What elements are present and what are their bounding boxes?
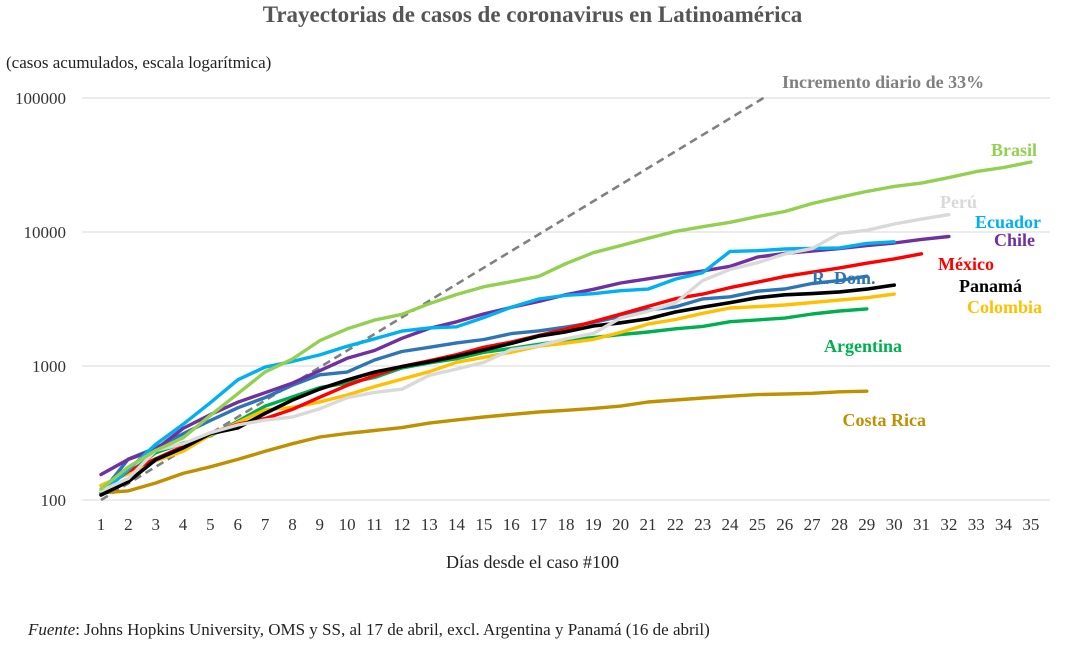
x-tick-label: 15 (475, 515, 492, 534)
series-line-ecuador (99, 240, 896, 496)
x-tick-label: 21 (640, 515, 657, 534)
source-note: Fuente: Johns Hopkins University, OMS y … (28, 620, 710, 640)
y-tick-label: 100000 (15, 89, 66, 108)
x-tick-label: 33 (968, 515, 985, 534)
x-tick-label: 8 (288, 515, 297, 534)
x-tick-label: 11 (366, 515, 382, 534)
x-tick-label: 1 (97, 515, 106, 534)
series-label-ecuador: Ecuador (975, 212, 1041, 232)
series-label-peru: Perú (940, 192, 977, 212)
x-tick-label: 23 (694, 515, 711, 534)
series-label-panama: Panamá (959, 276, 1022, 296)
series-label-mexico: México (938, 254, 994, 274)
x-tick-label: 16 (503, 515, 520, 534)
x-axis-label: Días desde el caso #100 (446, 552, 619, 572)
x-tick-label: 6 (234, 515, 243, 534)
x-tick-label: 19 (585, 515, 602, 534)
reference-label: Incremento diario de 33% (782, 72, 984, 92)
series-line-colombia (99, 292, 896, 488)
x-tick-label: 14 (448, 515, 466, 534)
series-label-r-dom: R. Dom. (812, 268, 876, 288)
x-tick-label: 4 (179, 515, 188, 534)
series-label-argentina: Argentina (824, 336, 902, 356)
x-axis-ticks: 1 2 3 4 5 6 7 8 9 10 11 12 13 14 15 16 17 18 19 20 21 22 23 24 2… (97, 515, 1040, 534)
x-tick-label: 10 (339, 515, 356, 534)
x-tick-label: 28 (831, 515, 848, 534)
x-tick-label: 25 (749, 515, 766, 534)
x-tick-label: 13 (421, 515, 438, 534)
x-tick-label: 31 (913, 515, 930, 534)
series-line-r-dom (99, 274, 869, 496)
x-tick-label: 12 (393, 515, 410, 534)
x-tick-label: 29 (858, 515, 875, 534)
y-tick-label: 1000 (32, 357, 66, 376)
series-label-brasil: Brasil (991, 140, 1037, 160)
reference-line-group: Incremento diario de 33% (100, 72, 984, 502)
x-tick-label: 9 (316, 515, 325, 534)
x-tick-label: 18 (557, 515, 574, 534)
x-tick-label: 24 (722, 515, 740, 534)
series-label-colombia: Colombia (967, 297, 1042, 317)
x-tick-label: 22 (667, 515, 684, 534)
series-label-chile: Chile (994, 230, 1035, 250)
series-line-brasil (99, 160, 1033, 491)
series-label-costa-rica: Costa Rica (843, 410, 927, 430)
x-tick-label: 5 (206, 515, 215, 534)
y-tick-label: 100 (41, 491, 67, 510)
y-axis-ticks: 100 1000 10000 100000 (15, 89, 66, 510)
x-tick-label: 34 (995, 515, 1013, 534)
x-tick-label: 26 (776, 515, 793, 534)
series-line-panama (99, 283, 897, 497)
x-tick-label: 17 (530, 515, 548, 534)
source-label: Fuente (28, 620, 76, 639)
series-line-costa-rica (99, 389, 869, 495)
x-tick-label: 27 (804, 515, 822, 534)
y-axis-label: (casos acumulados, escala logarítmica) (6, 53, 272, 72)
series-lines (99, 160, 1033, 497)
y-tick-label: 10000 (24, 223, 67, 242)
x-tick-label: 7 (261, 515, 270, 534)
series-line-mexico (99, 252, 924, 493)
x-tick-label: 20 (612, 515, 629, 534)
series-line-peru (99, 212, 951, 493)
x-tick-label: 30 (886, 515, 903, 534)
x-tick-label: 3 (151, 515, 160, 534)
x-tick-label: 2 (124, 515, 133, 534)
grid-lines (82, 97, 1050, 501)
x-tick-label: 32 (940, 515, 957, 534)
chart-title: Trayectorias de casos de coronavirus en … (262, 2, 803, 27)
x-tick-label: 35 (1022, 515, 1039, 534)
source-text: : Johns Hopkins University, OMS y SS, al… (75, 620, 710, 639)
